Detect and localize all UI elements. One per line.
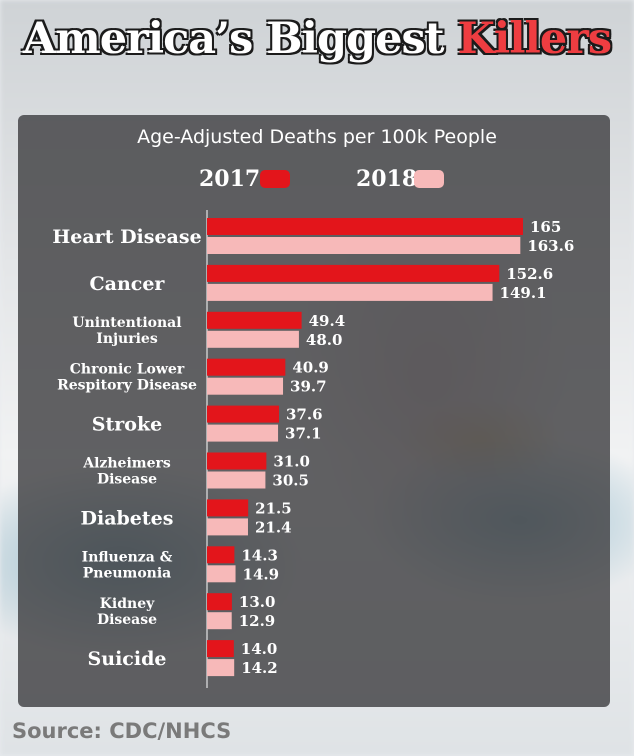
bar-2017-7 [207, 546, 235, 564]
category-label-3: Chronic Lower Respitory Disease [57, 362, 197, 394]
bar-2018-5 [207, 471, 266, 489]
value-label-2017-5: 31.0 [273, 453, 310, 471]
bar-2018-7 [207, 565, 236, 583]
category-label-5: Alzheimers Disease [82, 456, 171, 488]
headline-main: America’s Biggest [22, 14, 445, 64]
category-label-7: Influenza & Pneumonia [82, 549, 173, 581]
bar-2017-2 [207, 311, 302, 329]
chart-title: Age-Adjusted Deaths per 100k People [137, 126, 497, 148]
bar-2018-0 [207, 237, 521, 254]
value-label-2018-1: 149.1 [500, 284, 547, 302]
legend-swatch-2017 [260, 170, 290, 188]
value-label-2017-3: 40.9 [292, 359, 329, 377]
value-label-2018-2: 48.0 [306, 331, 343, 349]
value-label-2017-8: 13.0 [239, 593, 276, 611]
value-label-2017-9: 14.0 [241, 640, 278, 658]
bar-2018-2 [207, 330, 299, 348]
bar-2017-8 [207, 593, 232, 611]
value-label-2018-7: 14.9 [243, 565, 280, 583]
bar-2017-0 [207, 218, 523, 235]
value-label-2018-3: 39.7 [290, 378, 327, 396]
value-label-2018-0: 163.6 [527, 237, 574, 255]
bar-2017-9 [207, 640, 234, 658]
bar-2017-6 [207, 499, 249, 517]
bar-2018-9 [207, 659, 235, 677]
bar-2018-6 [207, 518, 248, 536]
value-label-2018-6: 21.4 [255, 518, 292, 536]
bar-2017-3 [207, 358, 286, 376]
value-label-2017-7: 14.3 [241, 546, 278, 564]
category-label-2: Unintentional Injuries [72, 315, 181, 347]
legend-label-2017: 2017 [199, 166, 261, 192]
category-label-8: Kidney Disease [97, 596, 157, 628]
bar-2017-4 [207, 405, 280, 423]
category-label-9: Suicide [88, 648, 167, 670]
bar-2018-4 [207, 424, 279, 442]
category-label-0: Heart Disease [52, 226, 201, 248]
category-label-1: Cancer [90, 273, 166, 295]
value-label-2017-6: 21.5 [255, 499, 292, 517]
bar-2017-5 [207, 452, 267, 470]
chart-panel [18, 115, 610, 707]
headline-accent: Killers [457, 14, 613, 64]
value-label-2017-0: 165 [530, 218, 561, 236]
category-label-6: Diabetes [81, 507, 174, 529]
legend-swatch-2018 [414, 170, 444, 188]
value-label-2017-4: 37.6 [286, 406, 323, 424]
category-label-4: Stroke [92, 414, 162, 436]
source-credit: Source: CDC/NHCS [12, 719, 232, 743]
bar-2018-8 [207, 612, 232, 630]
bar-2018-3 [207, 377, 284, 395]
value-label-2018-8: 12.9 [239, 612, 276, 630]
legend-label-2018: 2018 [356, 166, 418, 192]
headline: America’s Biggest Killers [0, 14, 634, 64]
value-label-2018-5: 30.5 [272, 472, 309, 490]
value-label-2017-1: 152.6 [506, 265, 553, 283]
bar-2018-1 [207, 283, 493, 301]
value-label-2018-4: 37.1 [285, 425, 322, 443]
value-label-2018-9: 14.2 [241, 659, 278, 677]
value-label-2017-2: 49.4 [309, 312, 346, 330]
bar-2017-1 [207, 264, 500, 282]
